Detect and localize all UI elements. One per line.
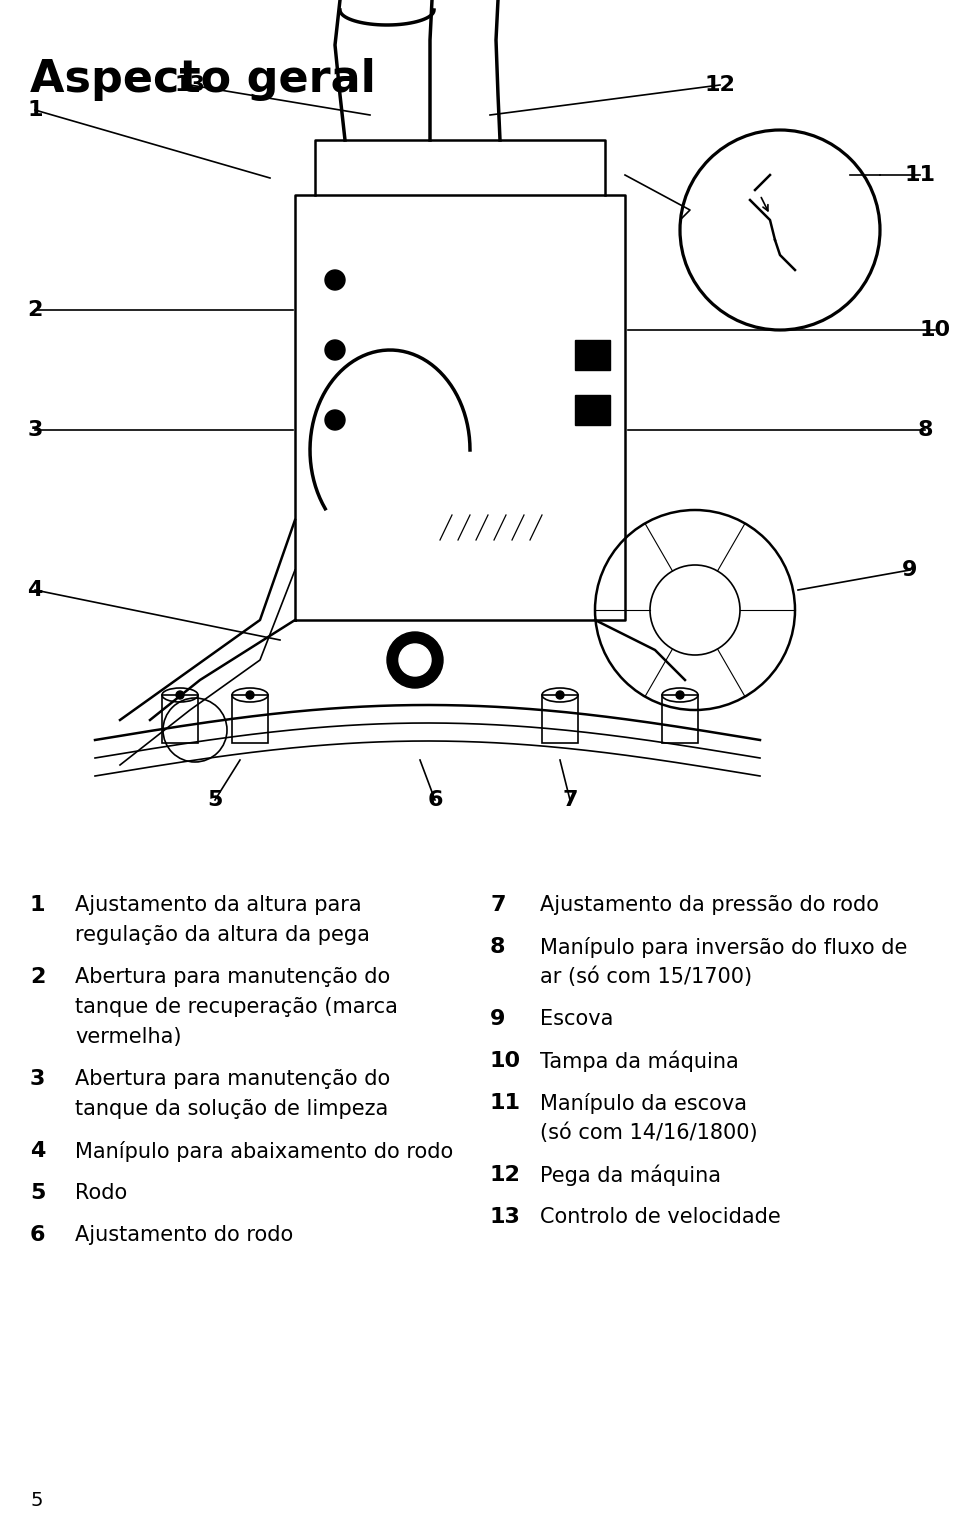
Text: Abertura para manutenção do: Abertura para manutenção do [75,1069,391,1089]
Text: regulação da altura da pega: regulação da altura da pega [75,925,370,945]
Text: tanque da solução de limpeza: tanque da solução de limpeza [75,1098,388,1118]
Text: Ajustamento da altura para: Ajustamento da altura para [75,894,362,914]
Text: 3: 3 [30,1069,45,1089]
Circle shape [176,690,184,700]
Text: 4: 4 [27,580,42,600]
Circle shape [556,690,564,700]
Text: 8: 8 [917,420,933,440]
Text: 11: 11 [490,1094,521,1114]
Text: 7: 7 [563,790,578,810]
Text: 10: 10 [490,1051,521,1071]
Circle shape [676,690,684,700]
Text: 13: 13 [175,75,205,95]
Text: ar (só com 15/1700): ar (só com 15/1700) [540,966,752,988]
Circle shape [246,690,254,700]
Text: 2: 2 [30,966,45,986]
Text: Tampa da máquina: Tampa da máquina [540,1051,739,1072]
Bar [162,695,198,742]
Text: 6: 6 [30,1226,45,1246]
Bar [575,341,610,370]
Text: 1: 1 [30,894,45,914]
Text: 5: 5 [207,790,223,810]
Text: vermelha): vermelha) [75,1026,181,1048]
Text: Ajustamento da pressão do rodo: Ajustamento da pressão do rodo [540,894,879,914]
Text: 10: 10 [920,321,950,341]
Text: Manípulo para inversão do fluxo de: Manípulo para inversão do fluxo de [540,937,907,959]
Text: 8: 8 [490,937,506,957]
Text: tanque de recuperação (marca: tanque de recuperação (marca [75,997,397,1017]
Text: 13: 13 [490,1207,521,1227]
Text: Controlo de velocidade: Controlo de velocidade [540,1207,780,1227]
Text: Manípulo da escova: Manípulo da escova [540,1094,747,1114]
Text: 11: 11 [904,166,935,186]
Circle shape [325,410,345,430]
Bar [575,394,610,425]
Text: 12: 12 [705,75,735,95]
Text: 2: 2 [27,301,42,321]
Circle shape [399,644,431,676]
Bar [232,695,268,742]
Text: 7: 7 [490,894,506,914]
Text: 5: 5 [30,1183,45,1203]
Text: 1: 1 [27,100,43,120]
Bar [542,695,578,742]
Text: 6: 6 [427,790,443,810]
Text: Manípulo para abaixamento do rodo: Manípulo para abaixamento do rodo [75,1141,453,1161]
Text: Abertura para manutenção do: Abertura para manutenção do [75,966,391,986]
Circle shape [325,270,345,290]
Text: Escova: Escova [540,1009,613,1029]
Text: (só com 14/16/1800): (só com 14/16/1800) [540,1123,757,1143]
Circle shape [325,341,345,360]
Text: 4: 4 [30,1141,45,1161]
Text: 5: 5 [30,1491,42,1509]
Text: Rodo: Rodo [75,1183,128,1203]
Circle shape [387,632,443,689]
Text: Ajustamento do rodo: Ajustamento do rodo [75,1226,293,1246]
Text: 9: 9 [490,1009,505,1029]
Text: 12: 12 [490,1164,521,1184]
Text: 9: 9 [902,560,918,580]
Bar [662,695,698,742]
Text: 3: 3 [27,420,42,440]
Text: Pega da máquina: Pega da máquina [540,1164,721,1186]
Text: Aspecto geral: Aspecto geral [30,58,376,101]
